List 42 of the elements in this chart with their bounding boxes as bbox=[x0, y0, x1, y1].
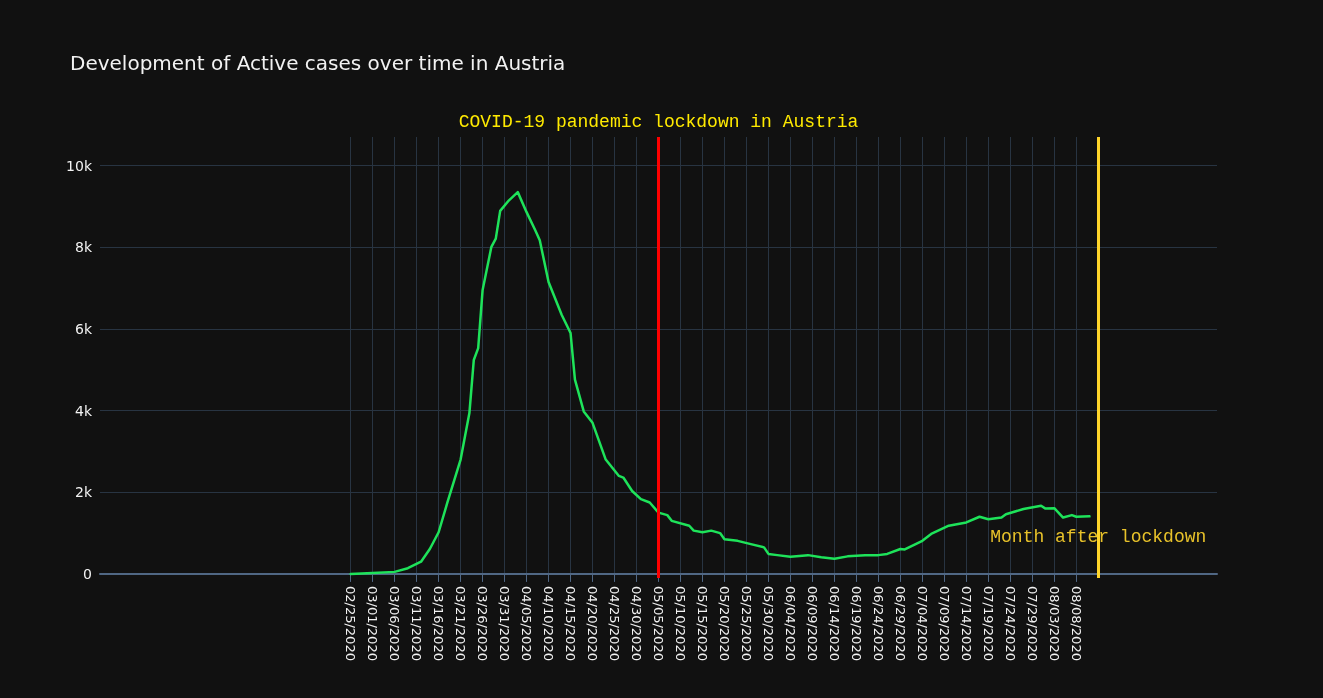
x-tick-label: 05/20/2020 bbox=[716, 586, 732, 661]
x-tick-label: 07/14/2020 bbox=[958, 586, 974, 661]
y-tick-label: 8k bbox=[74, 239, 93, 256]
x-tick-label: 06/29/2020 bbox=[892, 586, 908, 661]
x-tick-label: 05/10/2020 bbox=[672, 586, 688, 661]
y-tick-label: 10k bbox=[66, 157, 93, 174]
x-tick-label: 06/14/2020 bbox=[826, 586, 842, 661]
x-tick-label: 02/25/2020 bbox=[343, 586, 359, 661]
x-tick-label: 06/19/2020 bbox=[848, 586, 864, 661]
x-tick-label: 03/26/2020 bbox=[475, 586, 491, 661]
x-tick-label: 03/11/2020 bbox=[409, 586, 425, 661]
x-tick-label: 06/09/2020 bbox=[804, 586, 820, 661]
x-tick-label: 04/10/2020 bbox=[541, 586, 557, 661]
chart-title: Development of Active cases over time in Austria bbox=[70, 51, 566, 75]
y-tick-label: 6k bbox=[74, 320, 93, 337]
x-tick-label: 03/16/2020 bbox=[431, 586, 447, 661]
x-tick-label: 04/30/2020 bbox=[629, 586, 645, 661]
x-tick-label: 03/06/2020 bbox=[387, 586, 403, 661]
x-tick-label: 03/21/2020 bbox=[453, 586, 469, 661]
x-tick-label: 04/20/2020 bbox=[585, 586, 601, 661]
x-tick-label: 04/15/2020 bbox=[563, 586, 579, 661]
x-tick-label: 07/09/2020 bbox=[936, 586, 952, 661]
x-tick-label: 03/01/2020 bbox=[365, 586, 381, 661]
x-tick-label: 08/03/2020 bbox=[1046, 586, 1062, 661]
y-tick-label: 4k bbox=[74, 402, 93, 419]
x-tick-label: 06/04/2020 bbox=[782, 586, 798, 661]
x-tick-label: 07/24/2020 bbox=[1002, 586, 1018, 661]
x-tick-label: 08/08/2020 bbox=[1068, 586, 1084, 661]
x-tick-label: 05/05/2020 bbox=[651, 586, 666, 661]
x-tick-label: 07/29/2020 bbox=[1024, 586, 1040, 661]
y-tick-label: 2k bbox=[74, 484, 93, 501]
x-tick-label: 06/24/2020 bbox=[870, 586, 886, 661]
x-tick-label: 04/25/2020 bbox=[607, 586, 623, 661]
ref-line-label: COVID-19 pandemic lockdown in Austria bbox=[458, 112, 859, 132]
x-tick-label: 04/05/2020 bbox=[519, 586, 535, 661]
x-tick-label: 05/25/2020 bbox=[738, 586, 754, 661]
x-tick-label: 07/04/2020 bbox=[914, 586, 930, 661]
x-tick-label: 05/15/2020 bbox=[694, 586, 710, 661]
x-tick-label: 05/30/2020 bbox=[760, 586, 776, 661]
x-tick-label: 03/31/2020 bbox=[497, 586, 513, 661]
y-tick-label: 0 bbox=[83, 565, 92, 582]
x-tick-label: 07/19/2020 bbox=[980, 586, 996, 661]
